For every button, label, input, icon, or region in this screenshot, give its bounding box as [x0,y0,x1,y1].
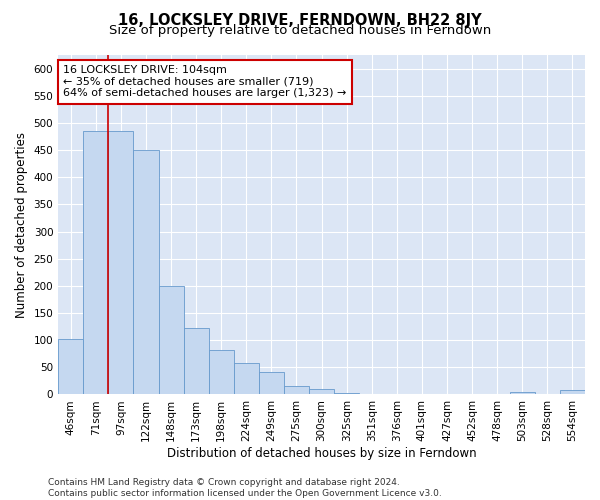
X-axis label: Distribution of detached houses by size in Ferndown: Distribution of detached houses by size … [167,447,476,460]
Bar [83,131,109,394]
Bar [309,389,334,394]
Bar [284,386,309,394]
Bar [158,286,184,395]
Bar [209,350,234,395]
Bar [259,372,284,394]
Bar [58,338,83,394]
Bar [109,131,133,394]
Y-axis label: Number of detached properties: Number of detached properties [15,132,28,318]
Text: 16 LOCKSLEY DRIVE: 104sqm
← 35% of detached houses are smaller (719)
64% of semi: 16 LOCKSLEY DRIVE: 104sqm ← 35% of detac… [64,65,347,98]
Bar [133,150,158,394]
Text: Contains HM Land Registry data © Crown copyright and database right 2024.
Contai: Contains HM Land Registry data © Crown c… [48,478,442,498]
Text: 16, LOCKSLEY DRIVE, FERNDOWN, BH22 8JY: 16, LOCKSLEY DRIVE, FERNDOWN, BH22 8JY [118,12,482,28]
Text: Size of property relative to detached houses in Ferndown: Size of property relative to detached ho… [109,24,491,37]
Bar [560,390,585,394]
Bar [510,392,535,394]
Bar [184,328,209,394]
Bar [234,363,259,394]
